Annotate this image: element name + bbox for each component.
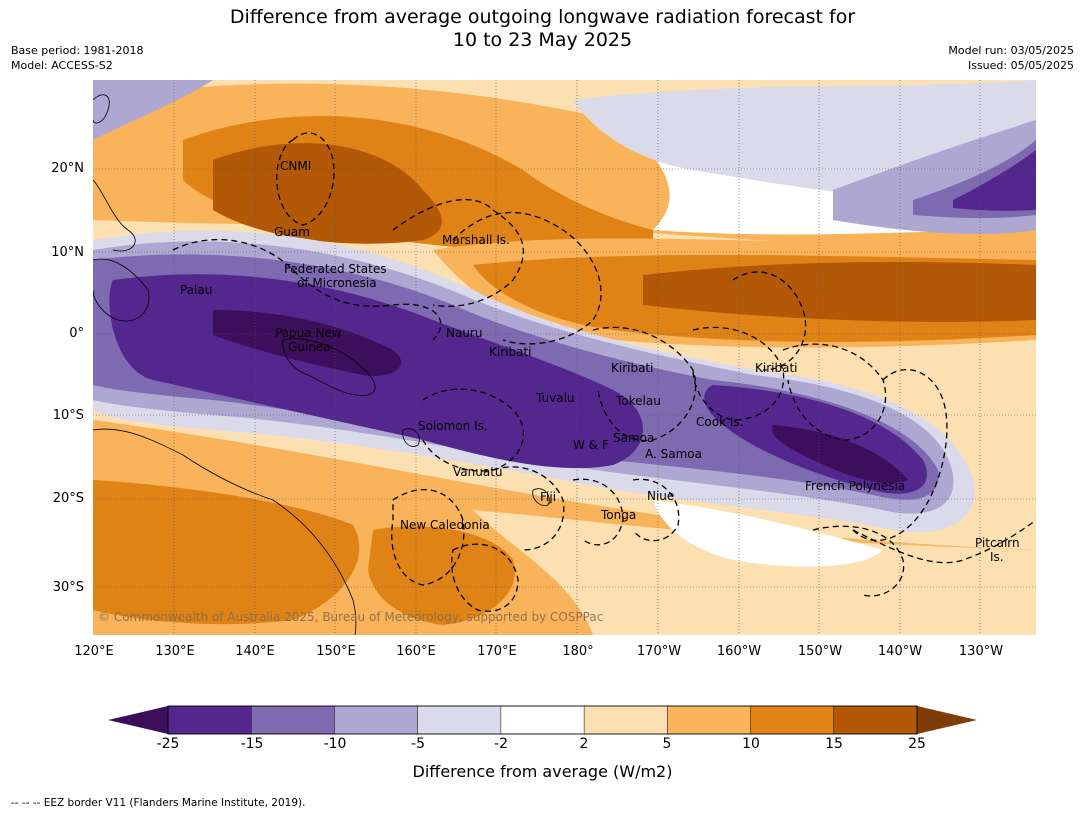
colorbar-tick-5: 2 — [579, 736, 589, 752]
anomaly-region — [93, 80, 213, 140]
colorbar-arrow-low — [108, 706, 168, 734]
place-fsm-line1: Federated States — [284, 262, 386, 276]
lat-tick-20n: 20°N — [51, 161, 84, 176]
copyright-notice: © Commonwealth of Australia 2025, Bureau… — [98, 610, 604, 624]
title-line-1: Difference from average outgoing longwav… — [229, 6, 856, 28]
lat-tick-30s: 30°S — [52, 580, 84, 595]
lon-tick-170w: 170°W — [636, 644, 682, 659]
place-cnmi: CNMI — [280, 159, 311, 173]
colorbar-segment — [750, 705, 835, 735]
place-pitcairn-line2: Is. — [990, 550, 1004, 564]
colorbar-segment — [500, 705, 585, 735]
lon-tick-130e: 130°E — [155, 644, 195, 659]
lon-tick-160w: 160°W — [716, 644, 762, 659]
anomaly-region — [213, 143, 442, 244]
lat-tick-20s: 20°S — [52, 491, 84, 506]
title-line-2: 10 to 23 May 2025 — [452, 29, 633, 51]
colorbar-segment — [833, 705, 918, 735]
place-niue: Niue — [647, 489, 674, 503]
place-nauru: Nauru — [446, 326, 482, 340]
issued-date: Issued: 05/05/2025 — [967, 59, 1074, 72]
eez-borders — [172, 132, 1036, 612]
place-fsm-line2: of Micronesia — [297, 276, 377, 290]
eez-footnote: -- -- -- EEZ border V11 (Flanders Marine… — [11, 797, 306, 809]
colorbar-segment — [583, 705, 669, 735]
place-vanuatu: Vanuatu — [453, 465, 503, 479]
anomaly-region — [213, 310, 402, 376]
place-new-caledonia: New Caledonia — [400, 518, 490, 532]
anomaly-region — [93, 480, 360, 625]
lat-tick-10s: 10°S — [52, 408, 84, 423]
place-tokelau: Tokelau — [615, 394, 661, 408]
colorbar-segment — [417, 705, 502, 735]
olr-anomaly-map: CNMI Guam Marshall Is. Federated States … — [93, 80, 1036, 635]
colorbar-frame — [167, 705, 918, 735]
colorbar-tick-1: -15 — [240, 736, 264, 752]
colorbar-segment — [334, 705, 419, 735]
anomaly-region — [953, 150, 1036, 211]
lon-tick-150e: 150°E — [316, 644, 356, 659]
colorbar-segment — [167, 705, 252, 735]
coastlines — [93, 94, 550, 635]
anomaly-region — [473, 510, 1036, 635]
lat-tick-0: 0° — [69, 326, 84, 341]
colorbar-arrow-high — [917, 706, 977, 734]
place-png-line2: Guinea — [288, 340, 331, 354]
place-kiribati-east: Kiribati — [755, 361, 797, 375]
lon-tick-130w: 130°W — [958, 644, 1004, 659]
place-american-samoa: A. Samoa — [645, 447, 702, 461]
base-period: Base period: 1981-2018 — [11, 44, 144, 57]
lon-tick-140w: 140°W — [877, 644, 923, 659]
anomaly-region — [653, 500, 883, 567]
colorbar-tick-2: -10 — [323, 736, 347, 752]
colorbar-tick-3: -5 — [411, 736, 425, 752]
chart-title: Difference from average outgoing longwav… — [0, 6, 1085, 52]
map-panel: CNMI Guam Marshall Is. Federated States … — [93, 80, 1036, 635]
meta-right: Model run: 03/05/2025 Issued: 05/05/2025 — [948, 43, 1074, 73]
place-png-line1: Papua New — [275, 326, 342, 340]
lon-tick-140e: 140°E — [235, 644, 275, 659]
lon-tick-120e: 120°E — [74, 644, 114, 659]
graticule — [93, 80, 1036, 635]
meta-left: Base period: 1981-2018 Model: ACCESS-S2 — [11, 43, 143, 73]
place-marshall: Marshall Is. — [442, 233, 510, 247]
colorbar-tick-7: 10 — [742, 736, 760, 752]
colorbar-tick-0: -25 — [156, 736, 180, 752]
place-kiribati-west: Kiribati — [489, 345, 531, 359]
place-guam: Guam — [274, 225, 310, 239]
place-french-polynesia: French Polynesia — [805, 479, 905, 493]
colorbar-label: Difference from average (W/m2) — [412, 762, 673, 781]
colorbar-segment — [250, 705, 336, 735]
model-run: Model run: 03/05/2025 — [948, 44, 1074, 57]
colorbar-tick-8: 15 — [825, 736, 843, 752]
place-tuvalu: Tuvalu — [535, 391, 575, 405]
place-wallis-futuna: W & F — [573, 438, 609, 452]
colorbar-tick-4: -2 — [494, 736, 508, 752]
place-fiji: Fiji — [540, 490, 556, 504]
place-tonga: Tonga — [600, 508, 636, 522]
place-pitcairn-line1: Pitcairn — [975, 536, 1020, 550]
place-samoa: Samoa — [613, 431, 654, 445]
anomaly-region — [772, 425, 908, 484]
lon-tick-150w: 150°W — [797, 644, 843, 659]
place-cook-islands: Cook Is. — [696, 415, 743, 429]
colorbar-tick-6: 5 — [662, 736, 672, 752]
place-kiribati-central: Kiribati — [611, 361, 653, 375]
anomaly-region — [643, 262, 1036, 322]
colorbar-segments — [167, 705, 918, 735]
lon-tick-160e: 160°E — [396, 644, 436, 659]
place-palau: Palau — [180, 283, 212, 297]
colorbar-tick-9: 25 — [908, 736, 926, 752]
lon-tick-170e: 170°E — [477, 644, 517, 659]
model-name: Model: ACCESS-S2 — [11, 59, 113, 72]
lat-tick-10n: 10°N — [51, 245, 84, 260]
lon-tick-180: 180° — [562, 644, 594, 659]
anomaly-region — [368, 526, 515, 625]
place-solomon: Solomon Is. — [418, 419, 488, 433]
colorbar-segment — [667, 705, 752, 735]
